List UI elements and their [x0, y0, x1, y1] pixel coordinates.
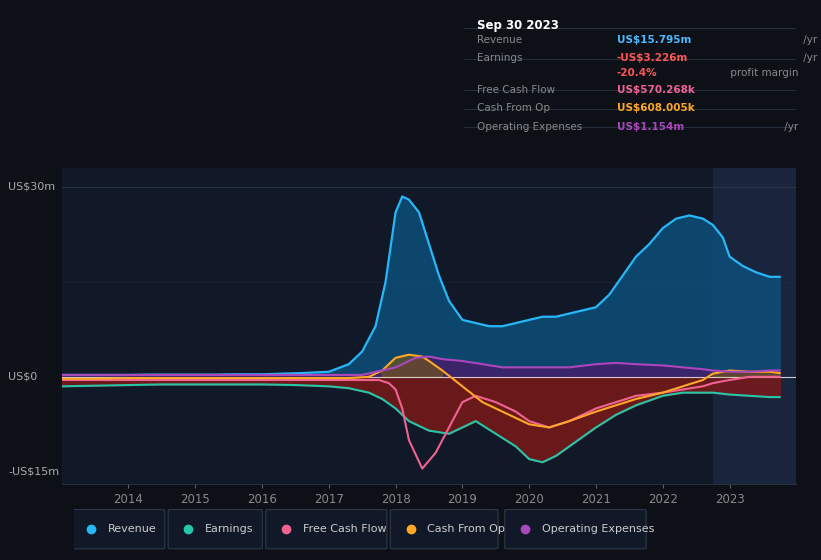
FancyBboxPatch shape	[168, 510, 263, 549]
Text: Free Cash Flow: Free Cash Flow	[477, 85, 555, 95]
Text: Cash From Op: Cash From Op	[477, 104, 550, 113]
Text: US$0: US$0	[8, 372, 38, 382]
Text: US$15.795m: US$15.795m	[617, 35, 691, 45]
Text: US$608.005k: US$608.005k	[617, 104, 695, 113]
Text: Free Cash Flow: Free Cash Flow	[303, 524, 387, 534]
FancyBboxPatch shape	[390, 510, 498, 549]
Text: Revenue: Revenue	[477, 35, 522, 45]
Text: -20.4%: -20.4%	[617, 68, 658, 78]
Text: Revenue: Revenue	[108, 524, 156, 534]
FancyBboxPatch shape	[505, 510, 646, 549]
Text: -US$3.226m: -US$3.226m	[617, 53, 688, 63]
Text: /yr: /yr	[818, 85, 821, 95]
Text: profit margin: profit margin	[727, 68, 798, 78]
Text: -US$15m: -US$15m	[8, 466, 59, 477]
Text: Earnings: Earnings	[205, 524, 254, 534]
Text: /yr: /yr	[818, 104, 821, 113]
FancyBboxPatch shape	[71, 510, 165, 549]
Text: Cash From Op: Cash From Op	[428, 524, 505, 534]
Text: Operating Expenses: Operating Expenses	[477, 122, 582, 132]
Text: /yr: /yr	[800, 53, 817, 63]
Bar	[713, 168, 810, 484]
Text: Operating Expenses: Operating Expenses	[542, 524, 654, 534]
FancyBboxPatch shape	[266, 510, 387, 549]
Text: US$30m: US$30m	[8, 182, 55, 192]
Text: /yr: /yr	[800, 35, 817, 45]
Text: Sep 30 2023: Sep 30 2023	[477, 19, 559, 32]
Text: US$570.268k: US$570.268k	[617, 85, 695, 95]
Text: /yr: /yr	[782, 122, 799, 132]
Text: US$1.154m: US$1.154m	[617, 122, 684, 132]
Text: Earnings: Earnings	[477, 53, 523, 63]
